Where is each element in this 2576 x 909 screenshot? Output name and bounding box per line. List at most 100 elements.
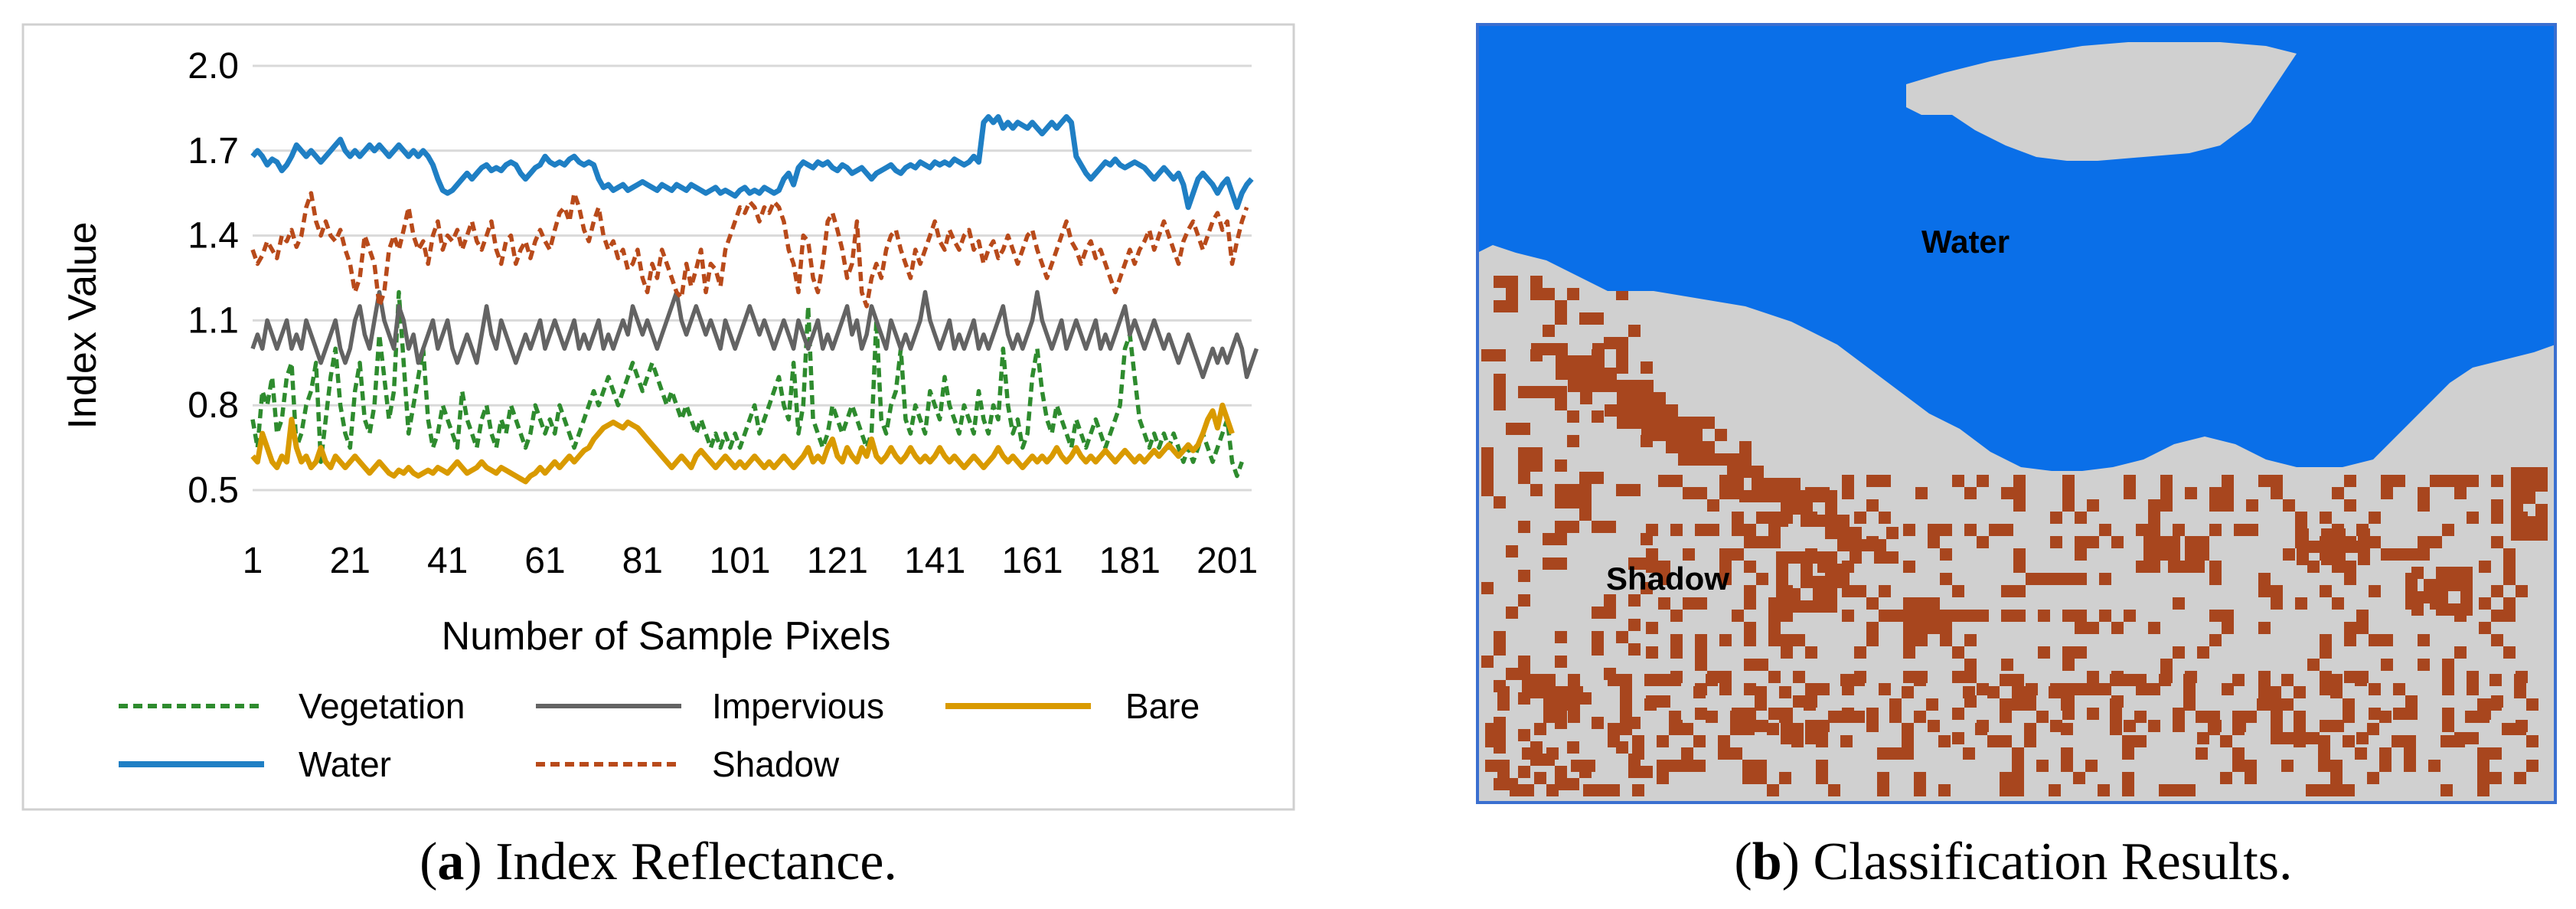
shadow-pixel	[2183, 784, 2196, 796]
shadow-pixel	[1837, 564, 1850, 576]
shadow-pixel	[1940, 548, 1952, 561]
shadow-pixel	[2332, 597, 2344, 610]
shadow-pixel	[1707, 524, 1719, 536]
shadow-pixel	[2369, 708, 2381, 720]
shadow-pixel	[2209, 634, 2222, 646]
shadow-pixel	[2246, 499, 2258, 512]
shadow-pixel	[1744, 585, 1756, 597]
shadow-pixel	[1854, 512, 1866, 524]
shadow-pixel	[1485, 723, 1497, 735]
shadow-pixel	[1915, 487, 1928, 499]
shadow-pixel	[2013, 487, 2026, 499]
shadow-pixel	[1522, 784, 1534, 796]
shadow-pixel	[1776, 564, 1788, 576]
shadow-pixel	[2381, 487, 2393, 499]
shadow-pixel	[1644, 674, 1657, 686]
shadow-pixel	[2075, 512, 2087, 524]
shadow-pixel	[2479, 622, 2491, 634]
shadow-pixel	[1779, 711, 1791, 723]
shadow-pixel	[1813, 600, 1825, 613]
shadow-pixel	[1620, 698, 1632, 711]
shadow-pixel	[2393, 683, 2405, 695]
shadow-pixel	[1853, 674, 1865, 686]
shadow-pixel	[1666, 441, 1678, 453]
shadow-pixel	[1854, 585, 1866, 597]
shadow-pixel	[1744, 536, 1756, 548]
shadow-pixel	[1914, 674, 1926, 686]
shadow-pixel	[2526, 698, 2538, 711]
shadow-pixel	[1543, 674, 1556, 686]
shadow-pixel	[2073, 772, 2085, 784]
shadow-pixel	[1666, 429, 1678, 441]
shadow-pixel	[2523, 467, 2535, 479]
shadow-pixel	[2467, 671, 2479, 683]
shadow-pixel	[2160, 475, 2173, 487]
shadow-pixel	[1669, 711, 1681, 723]
shadow-pixel	[2000, 735, 2012, 747]
shadow-pixel	[1752, 466, 1764, 478]
shadow-pixel	[1644, 698, 1657, 711]
shadow-pixel	[1695, 708, 1707, 720]
shadow-pixel	[2307, 659, 2320, 671]
shadow-pixel	[2479, 561, 2491, 573]
shadow-pixel	[2379, 711, 2392, 723]
shadow-pixel	[2269, 698, 2281, 711]
shadow-pixel	[1866, 536, 1879, 548]
legend-label-bare: Bare	[1125, 686, 1200, 726]
shadow-pixel	[2344, 499, 2356, 512]
shadow-pixel	[1776, 588, 1788, 600]
shadow-pixel	[1756, 720, 1768, 732]
shadow-pixel	[2258, 573, 2271, 585]
shadow-pixel	[1879, 683, 1891, 695]
shadow-pixel	[2148, 524, 2160, 536]
shadow-pixel	[2442, 671, 2454, 683]
shadow-pixel	[2209, 524, 2222, 536]
shadow-pixel	[2185, 487, 2197, 499]
x-tick-label: 101	[710, 541, 771, 581]
shadow-pixel	[2294, 735, 2306, 747]
shadow-pixel	[2356, 622, 2369, 634]
shadow-pixel	[1506, 545, 1518, 557]
shadow-pixel	[2491, 475, 2503, 487]
shadow-pixel	[1903, 597, 1915, 610]
shadow-pixel	[2369, 683, 2381, 695]
shadow-pixel	[1497, 760, 1510, 772]
shadow-pixel	[1641, 417, 1654, 429]
shadow-pixel	[1788, 551, 1801, 564]
shadow-pixel	[2460, 591, 2473, 603]
x-tick-labels: 1 21 41 61 81 101 121 141 161 181 201	[243, 541, 1259, 581]
shadow-pixel	[2013, 499, 2026, 512]
panel-a-chart: 0.50.81.11.41.72.0 1 21 41 61 81 101 121 141 161…	[21, 23, 1295, 811]
shadow-pixel	[1963, 747, 1975, 760]
shadow-pixel	[2441, 784, 2453, 796]
shadow-pixel	[2271, 585, 2283, 597]
shadow-pixel	[2358, 528, 2370, 541]
shadow-pixel	[1828, 784, 1840, 796]
shadow-pixel	[2503, 597, 2516, 610]
shadow-pixel	[1744, 659, 1756, 671]
shadow-pixel	[2405, 548, 2418, 561]
shadow-pixel	[1877, 747, 1889, 760]
shadow-pixel	[2209, 561, 2222, 573]
shadow-pixel	[1654, 429, 1666, 441]
shadow-pixel	[1866, 708, 1879, 720]
shadow-pixel	[1583, 784, 1595, 796]
shadow-pixel	[2281, 674, 2294, 686]
shadow-pixel	[1776, 478, 1788, 490]
shadow-pixel	[1952, 585, 1964, 597]
shadow-pixel	[1641, 766, 1653, 778]
shadow-pixel	[1755, 760, 1767, 772]
shadow-pixel	[2320, 585, 2332, 597]
shadow-pixel	[1742, 760, 1755, 772]
shadow-pixel	[1732, 487, 1744, 499]
shadow-pixel	[1695, 487, 1707, 499]
shadow-pixel	[2460, 567, 2473, 579]
map-label-water: Water	[1921, 224, 2010, 260]
shadow-pixel	[2061, 698, 2073, 711]
series-line-vegetation	[250, 289, 1244, 479]
shadow-pixel	[2197, 548, 2209, 561]
series-line-shadow	[250, 191, 1249, 309]
shadow-pixel	[1952, 671, 1964, 683]
shadow-pixel	[2222, 610, 2234, 622]
shadow-pixel	[2454, 646, 2467, 659]
